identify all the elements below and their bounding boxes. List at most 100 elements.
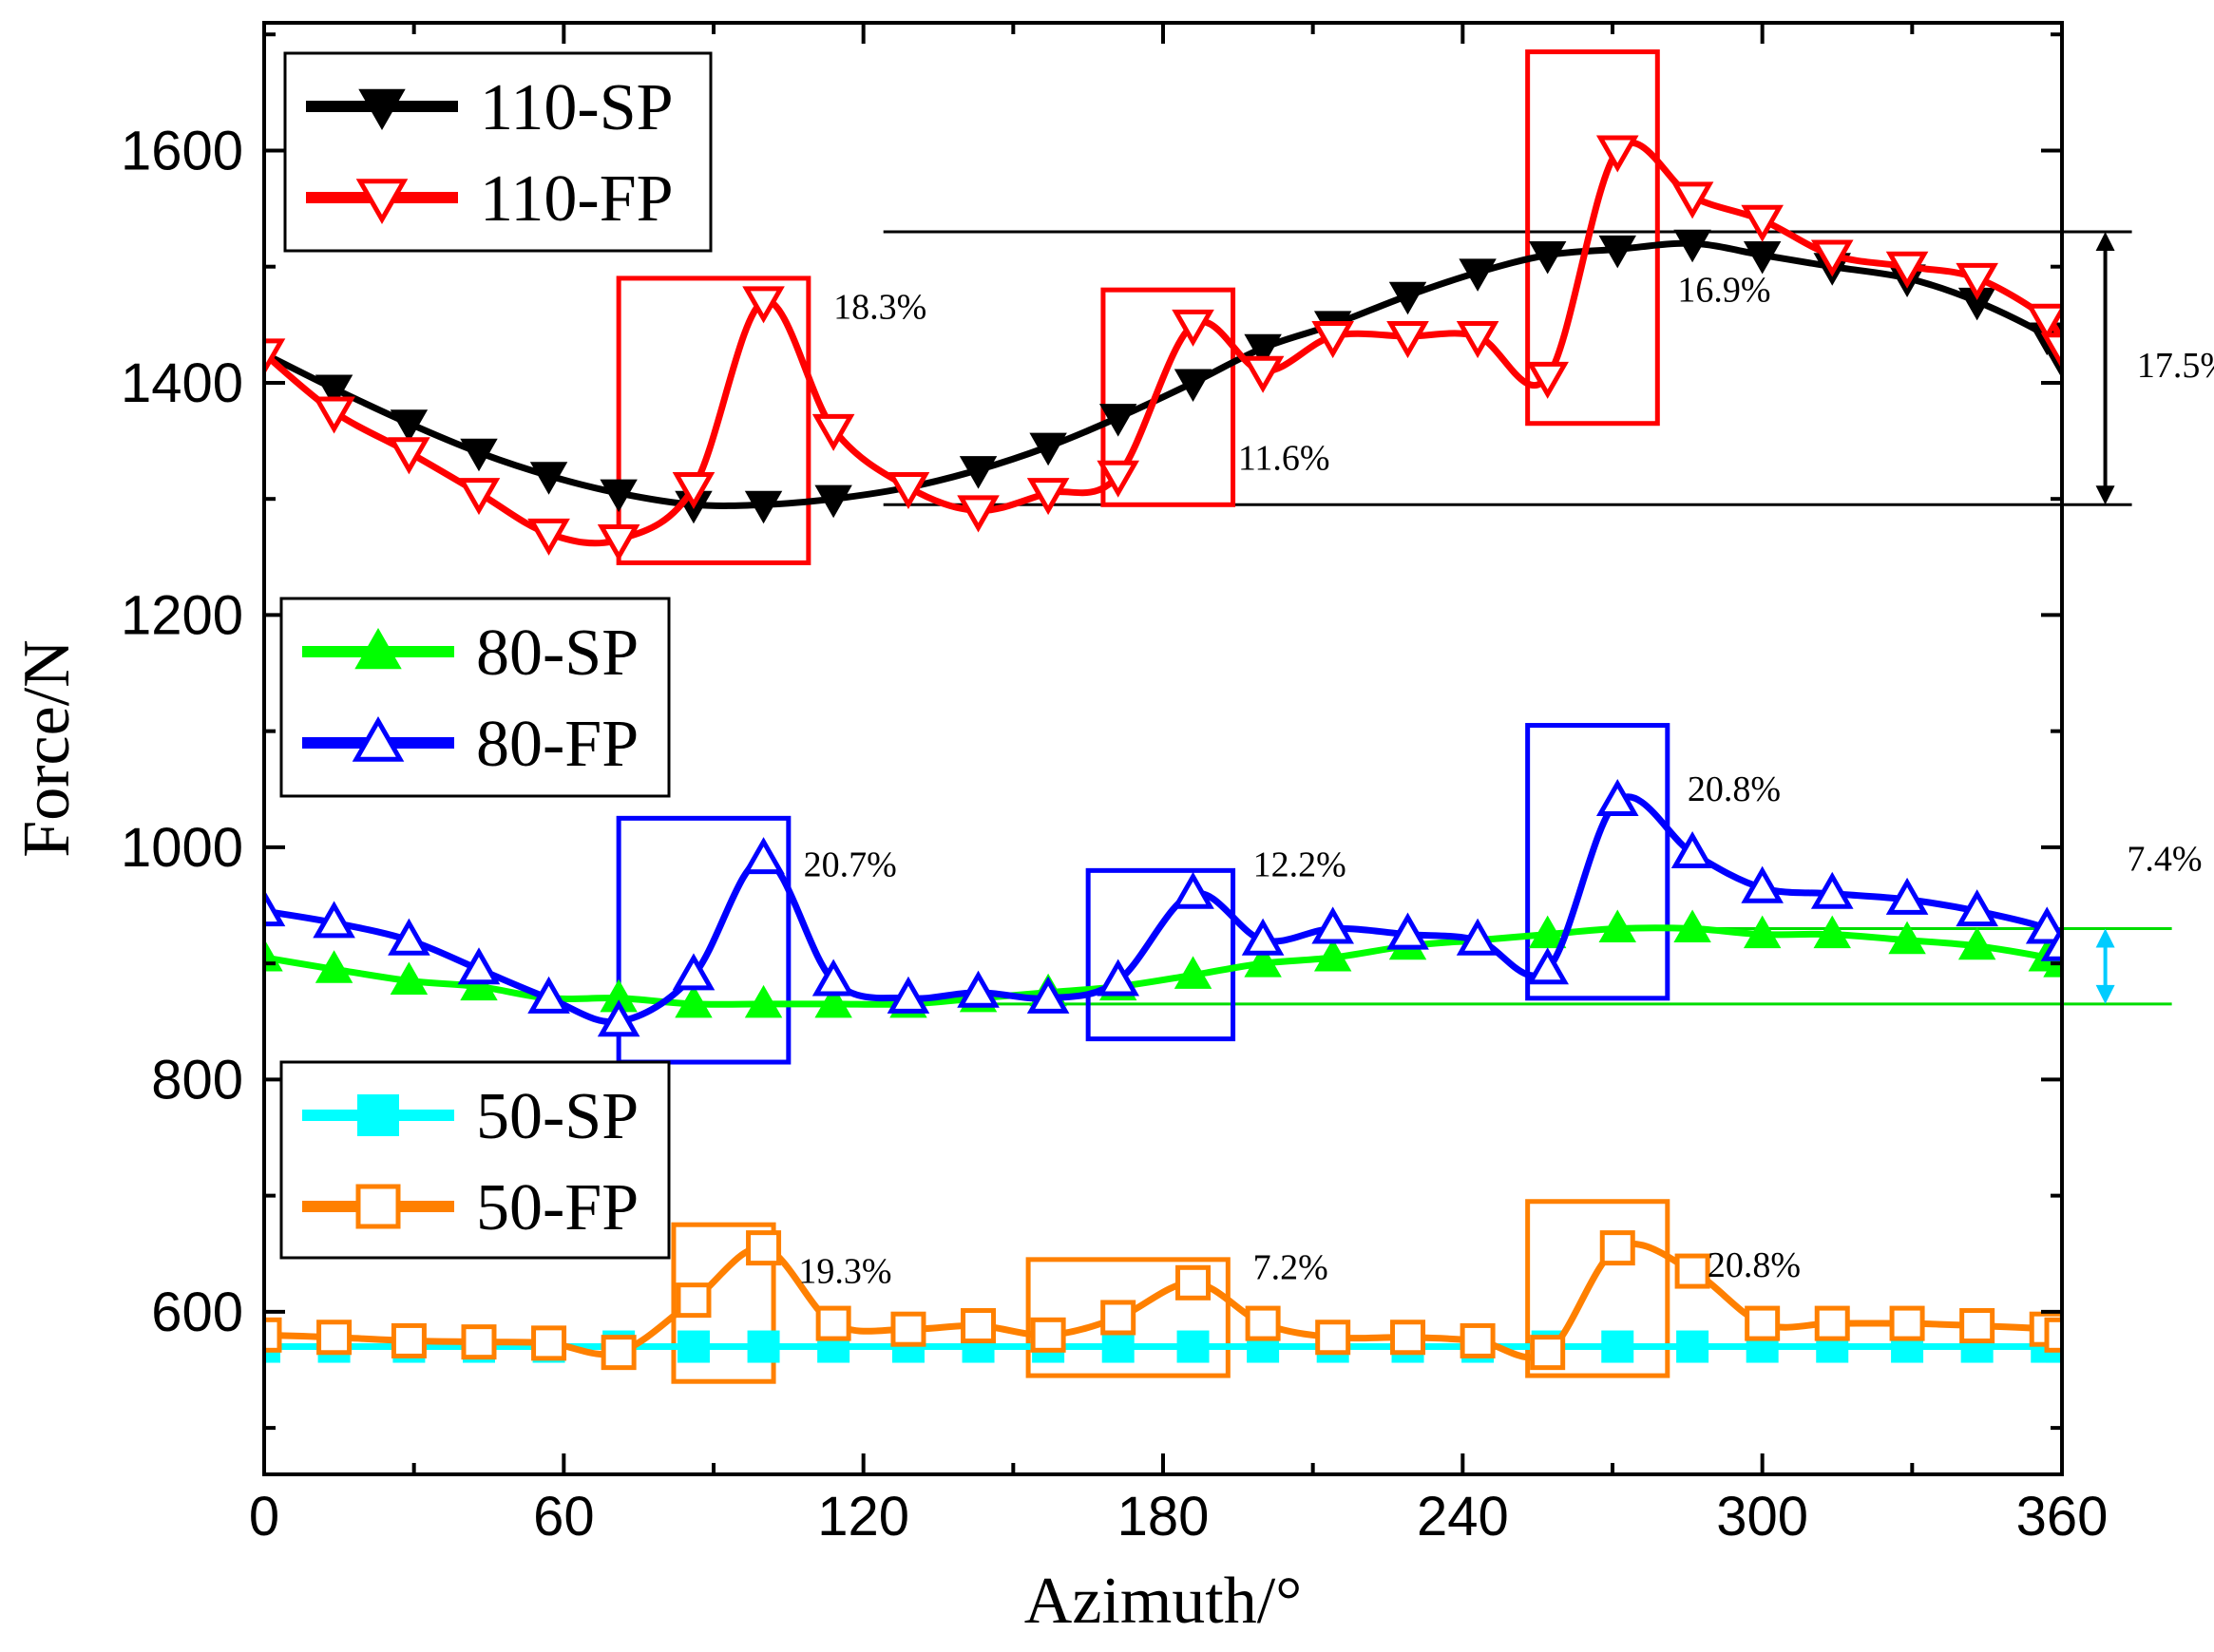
- data-point: [1957, 926, 1996, 960]
- legend-label: 80-FP: [476, 708, 639, 781]
- highlight-box: [1025, 1257, 1231, 1378]
- data-point: [1813, 915, 1851, 949]
- data-point: [1673, 909, 1711, 942]
- data-point: [315, 950, 353, 983]
- data-point: [1670, 830, 1714, 869]
- percentage-annotations: 18.3% 11.6% 16.9% 17.5% 20.7% 12.2% 20.8% 7.4% 1…: [798, 270, 2214, 1291]
- data-point: [1456, 918, 1499, 956]
- data-point: [959, 456, 998, 489]
- percent-annotation: 7.4%: [2127, 839, 2202, 879]
- x-tick-label: 360: [2016, 1486, 2109, 1548]
- data-point: [316, 1320, 353, 1356]
- series-50-FP: [264, 1230, 2062, 1371]
- legend-marker: [354, 627, 402, 670]
- percent-annotation: 17.5%: [2137, 346, 2214, 386]
- legend-box: 80-SP 80-FP: [279, 597, 671, 798]
- highlight-box: [1085, 867, 1236, 1042]
- data-point: [1460, 1322, 1496, 1358]
- range-arrow-head: [2095, 232, 2115, 252]
- legend-frame: [279, 597, 671, 798]
- data-point: [1097, 959, 1140, 997]
- data-point: [887, 976, 930, 1014]
- data-point: [744, 984, 783, 1018]
- x-axis-title: Azimuth/°: [1024, 1565, 1302, 1638]
- legend-marker: [355, 179, 409, 225]
- x-tick-label: 180: [1117, 1486, 1210, 1548]
- legend-label: 50-SP: [476, 1080, 639, 1153]
- data-point: [1174, 369, 1212, 402]
- data-point: [1670, 181, 1714, 219]
- data-point: [1595, 778, 1639, 817]
- legend-item: 50-FP: [302, 1171, 639, 1244]
- data-point: [1386, 321, 1429, 359]
- legend-marker: [358, 88, 406, 131]
- percent-annotation: 16.9%: [1677, 270, 1770, 310]
- legend-label: 80-SP: [476, 617, 639, 690]
- data-point: [2025, 303, 2062, 341]
- legend-item: 110-SP: [306, 71, 674, 144]
- legend-box: 50-SP 50-FP: [279, 1060, 671, 1260]
- data-point: [1097, 460, 1140, 498]
- data-point: [890, 1311, 926, 1347]
- data-point: [1956, 262, 1998, 300]
- series-110-FP: [264, 135, 2062, 562]
- data-point: [811, 413, 855, 451]
- legends: 110-SP 110-FP 80-SP 80-FP 50-SP 50-FP: [279, 51, 713, 1260]
- data-point: [1241, 355, 1285, 393]
- data-point: [390, 961, 429, 995]
- range-indicators: [883, 230, 2172, 1006]
- data-point: [1598, 909, 1636, 942]
- percent-annotation: 20.8%: [1708, 1245, 1801, 1285]
- data-point: [957, 970, 1000, 1008]
- legend-label: 50-FP: [476, 1171, 639, 1244]
- x-tick-label: 300: [1716, 1486, 1808, 1548]
- y-tick-label: 1200: [121, 584, 243, 646]
- y-tick-label: 600: [151, 1282, 243, 1343]
- data-point: [1959, 1308, 1995, 1344]
- data-point: [1810, 239, 1854, 277]
- percent-annotation: 12.2%: [1253, 845, 1346, 884]
- range-arrow-head: [2095, 928, 2115, 948]
- data-point: [2025, 906, 2062, 944]
- data-point: [1176, 1330, 1210, 1363]
- series-80-SP: [264, 909, 2062, 1018]
- y-tick-label: 1600: [121, 120, 243, 181]
- data-point: [1390, 1320, 1426, 1356]
- data-point: [1029, 432, 1067, 466]
- data-point: [1313, 939, 1352, 972]
- data-point: [1885, 251, 1929, 289]
- data-point: [1244, 333, 1282, 368]
- legend-item: 80-SP: [302, 617, 639, 690]
- data-point: [1745, 1305, 1781, 1341]
- percent-annotation: 19.3%: [798, 1251, 891, 1291]
- legend-item: 110-FP: [306, 162, 674, 236]
- data-point: [601, 1335, 637, 1371]
- series-lines: [264, 135, 2062, 1371]
- highlight-box: [616, 815, 792, 1065]
- data-point: [742, 286, 785, 324]
- data-point: [600, 479, 638, 513]
- data-point: [1526, 947, 1569, 985]
- data-point: [1598, 235, 1636, 269]
- data-point: [527, 518, 570, 556]
- data-point: [1101, 1330, 1135, 1363]
- data-point: [1456, 321, 1499, 359]
- data-point: [814, 984, 852, 1018]
- data-point: [597, 999, 640, 1037]
- legend-marker: [352, 715, 405, 762]
- legend-frame: [279, 1060, 671, 1260]
- percent-annotation: 20.7%: [804, 845, 897, 884]
- data-point: [390, 409, 429, 443]
- data-point: [1175, 1264, 1212, 1301]
- data-point: [2040, 332, 2062, 370]
- data-point: [264, 338, 286, 376]
- axis-ticks: 0 60 120 180 240 300 360 600 800 1000 1200 1400 1600: [121, 23, 2108, 1548]
- percent-annotation: 11.6%: [1238, 439, 1330, 479]
- data-point: [1674, 1253, 1710, 1289]
- x-tick-label: 120: [817, 1486, 909, 1548]
- data-point: [1100, 1300, 1136, 1336]
- data-point: [1315, 1320, 1351, 1356]
- data-point: [746, 1230, 782, 1266]
- data-point: [461, 1324, 497, 1360]
- y-axis-title: Force/N: [10, 639, 84, 857]
